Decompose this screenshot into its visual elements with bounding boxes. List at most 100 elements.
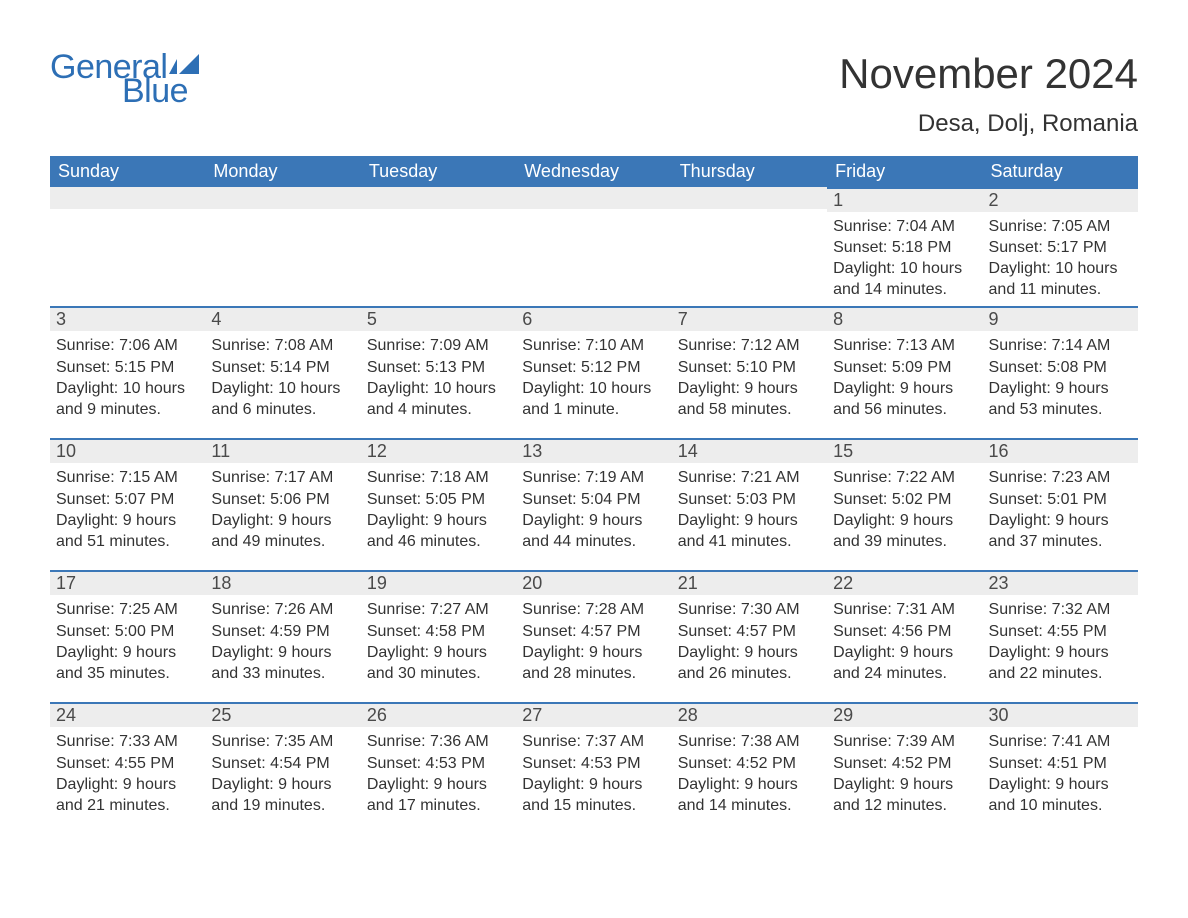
- sunrise-line: Sunrise: 7:35 AM: [211, 731, 354, 752]
- calendar-day-cell: 27Sunrise: 7:37 AMSunset: 4:53 PMDayligh…: [516, 702, 671, 834]
- calendar-day-cell: 10Sunrise: 7:15 AMSunset: 5:07 PMDayligh…: [50, 438, 205, 570]
- sunset-line: Sunset: 5:15 PM: [56, 357, 199, 378]
- sunset-line: Sunset: 4:52 PM: [833, 753, 976, 774]
- sunrise-line: Sunrise: 7:15 AM: [56, 467, 199, 488]
- day-details: Sunrise: 7:14 AMSunset: 5:08 PMDaylight:…: [983, 331, 1138, 425]
- day-details: Sunrise: 7:28 AMSunset: 4:57 PMDaylight:…: [516, 595, 671, 689]
- day-details: Sunrise: 7:26 AMSunset: 4:59 PMDaylight:…: [205, 595, 360, 689]
- sunrise-line: Sunrise: 7:33 AM: [56, 731, 199, 752]
- sunrise-line: Sunrise: 7:27 AM: [367, 599, 510, 620]
- daylight-line: Daylight: 9 hours and 58 minutes.: [678, 378, 821, 420]
- logo: General Blue: [50, 50, 199, 108]
- sunrise-line: Sunrise: 7:39 AM: [833, 731, 976, 752]
- calendar-day-cell: 18Sunrise: 7:26 AMSunset: 4:59 PMDayligh…: [205, 570, 360, 702]
- calendar-day-cell: 15Sunrise: 7:22 AMSunset: 5:02 PMDayligh…: [827, 438, 982, 570]
- daylight-line: Daylight: 9 hours and 39 minutes.: [833, 510, 976, 552]
- sunset-line: Sunset: 4:58 PM: [367, 621, 510, 642]
- calendar-day-cell: 1Sunrise: 7:04 AMSunset: 5:18 PMDaylight…: [827, 187, 982, 306]
- day-number: 8: [827, 308, 982, 331]
- day-number: 11: [205, 440, 360, 463]
- sunrise-line: Sunrise: 7:09 AM: [367, 335, 510, 356]
- day-number: 29: [827, 704, 982, 727]
- calendar-day-cell: 6Sunrise: 7:10 AMSunset: 5:12 PMDaylight…: [516, 306, 671, 438]
- weekday-header: Wednesday: [516, 156, 671, 187]
- day-number: 27: [516, 704, 671, 727]
- daylight-line: Daylight: 10 hours and 9 minutes.: [56, 378, 199, 420]
- day-number: 2: [983, 189, 1138, 212]
- daylight-line: Daylight: 10 hours and 6 minutes.: [211, 378, 354, 420]
- calendar-day-cell: 26Sunrise: 7:36 AMSunset: 4:53 PMDayligh…: [361, 702, 516, 834]
- day-number: 1: [827, 189, 982, 212]
- day-number: 10: [50, 440, 205, 463]
- logo-text-blue: Blue: [122, 74, 199, 108]
- day-number: 26: [361, 704, 516, 727]
- calendar-day-cell: 5Sunrise: 7:09 AMSunset: 5:13 PMDaylight…: [361, 306, 516, 438]
- calendar-day-cell: 23Sunrise: 7:32 AMSunset: 4:55 PMDayligh…: [983, 570, 1138, 702]
- day-details: Sunrise: 7:25 AMSunset: 5:00 PMDaylight:…: [50, 595, 205, 689]
- weekday-header: Saturday: [983, 156, 1138, 187]
- day-number: 17: [50, 572, 205, 595]
- sunrise-line: Sunrise: 7:25 AM: [56, 599, 199, 620]
- sunrise-line: Sunrise: 7:21 AM: [678, 467, 821, 488]
- daylight-line: Daylight: 10 hours and 4 minutes.: [367, 378, 510, 420]
- daylight-line: Daylight: 10 hours and 11 minutes.: [989, 258, 1132, 300]
- sunset-line: Sunset: 5:12 PM: [522, 357, 665, 378]
- calendar-day-cell: 29Sunrise: 7:39 AMSunset: 4:52 PMDayligh…: [827, 702, 982, 834]
- day-details: Sunrise: 7:04 AMSunset: 5:18 PMDaylight:…: [827, 212, 982, 306]
- day-number: 21: [672, 572, 827, 595]
- day-details: Sunrise: 7:08 AMSunset: 5:14 PMDaylight:…: [205, 331, 360, 425]
- calendar-day-cell: 28Sunrise: 7:38 AMSunset: 4:52 PMDayligh…: [672, 702, 827, 834]
- sunrise-line: Sunrise: 7:12 AM: [678, 335, 821, 356]
- calendar-day-cell: 19Sunrise: 7:27 AMSunset: 4:58 PMDayligh…: [361, 570, 516, 702]
- daylight-line: Daylight: 9 hours and 22 minutes.: [989, 642, 1132, 684]
- day-details: Sunrise: 7:35 AMSunset: 4:54 PMDaylight:…: [205, 727, 360, 821]
- day-number: 15: [827, 440, 982, 463]
- day-details: Sunrise: 7:33 AMSunset: 4:55 PMDaylight:…: [50, 727, 205, 821]
- day-details: Sunrise: 7:19 AMSunset: 5:04 PMDaylight:…: [516, 463, 671, 557]
- sunset-line: Sunset: 5:02 PM: [833, 489, 976, 510]
- calendar-row: 24Sunrise: 7:33 AMSunset: 4:55 PMDayligh…: [50, 702, 1138, 834]
- sunrise-line: Sunrise: 7:41 AM: [989, 731, 1132, 752]
- day-number: 14: [672, 440, 827, 463]
- sunset-line: Sunset: 5:17 PM: [989, 237, 1132, 258]
- sunrise-line: Sunrise: 7:10 AM: [522, 335, 665, 356]
- sunset-line: Sunset: 5:01 PM: [989, 489, 1132, 510]
- daylight-line: Daylight: 10 hours and 1 minute.: [522, 378, 665, 420]
- sunset-line: Sunset: 4:52 PM: [678, 753, 821, 774]
- day-details: Sunrise: 7:31 AMSunset: 4:56 PMDaylight:…: [827, 595, 982, 689]
- daylight-line: Daylight: 9 hours and 53 minutes.: [989, 378, 1132, 420]
- day-details: Sunrise: 7:13 AMSunset: 5:09 PMDaylight:…: [827, 331, 982, 425]
- daylight-line: Daylight: 9 hours and 15 minutes.: [522, 774, 665, 816]
- calendar-day-cell: 20Sunrise: 7:28 AMSunset: 4:57 PMDayligh…: [516, 570, 671, 702]
- calendar-day-cell: 24Sunrise: 7:33 AMSunset: 4:55 PMDayligh…: [50, 702, 205, 834]
- day-number: 3: [50, 308, 205, 331]
- daylight-line: Daylight: 9 hours and 46 minutes.: [367, 510, 510, 552]
- day-details: Sunrise: 7:12 AMSunset: 5:10 PMDaylight:…: [672, 331, 827, 425]
- calendar-day-cell: 30Sunrise: 7:41 AMSunset: 4:51 PMDayligh…: [983, 702, 1138, 834]
- weekday-header: Monday: [205, 156, 360, 187]
- sunset-line: Sunset: 5:07 PM: [56, 489, 199, 510]
- calendar-day-cell: 2 Sunrise: 7:05 AMSunset: 5:17 PMDaylight…: [983, 187, 1138, 306]
- sunset-line: Sunset: 5:05 PM: [367, 489, 510, 510]
- daylight-line: Daylight: 9 hours and 33 minutes.: [211, 642, 354, 684]
- weekday-header: Friday: [827, 156, 982, 187]
- sunset-line: Sunset: 5:09 PM: [833, 357, 976, 378]
- sunset-line: Sunset: 5:14 PM: [211, 357, 354, 378]
- calendar-day-cell: 12Sunrise: 7:18 AMSunset: 5:05 PMDayligh…: [361, 438, 516, 570]
- calendar-empty-cell: [50, 187, 827, 306]
- sunset-line: Sunset: 4:55 PM: [989, 621, 1132, 642]
- sunset-line: Sunset: 4:59 PM: [211, 621, 354, 642]
- sunrise-line: Sunrise: 7:05 AM: [989, 216, 1132, 237]
- daylight-line: Daylight: 9 hours and 41 minutes.: [678, 510, 821, 552]
- sunrise-line: Sunrise: 7:19 AM: [522, 467, 665, 488]
- sunrise-line: Sunrise: 7:28 AM: [522, 599, 665, 620]
- daylight-line: Daylight: 9 hours and 44 minutes.: [522, 510, 665, 552]
- header: General Blue November 2024 Desa, Dolj, R…: [50, 50, 1138, 138]
- calendar-day-cell: 17Sunrise: 7:25 AMSunset: 5:00 PMDayligh…: [50, 570, 205, 702]
- day-details: Sunrise: 7:27 AMSunset: 4:58 PMDaylight:…: [361, 595, 516, 689]
- sunrise-line: Sunrise: 7:13 AM: [833, 335, 976, 356]
- day-details: Sunrise: 7:41 AMSunset: 4:51 PMDaylight:…: [983, 727, 1138, 821]
- sunrise-line: Sunrise: 7:36 AM: [367, 731, 510, 752]
- daylight-line: Daylight: 9 hours and 37 minutes.: [989, 510, 1132, 552]
- sunrise-line: Sunrise: 7:08 AM: [211, 335, 354, 356]
